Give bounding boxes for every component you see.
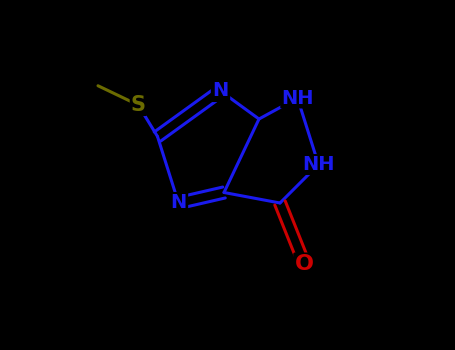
Text: O: O <box>295 254 314 274</box>
Text: S: S <box>131 95 146 115</box>
Text: NH: NH <box>281 89 314 107</box>
Text: N: N <box>212 82 228 100</box>
Text: N: N <box>170 194 187 212</box>
Text: NH: NH <box>302 155 335 174</box>
